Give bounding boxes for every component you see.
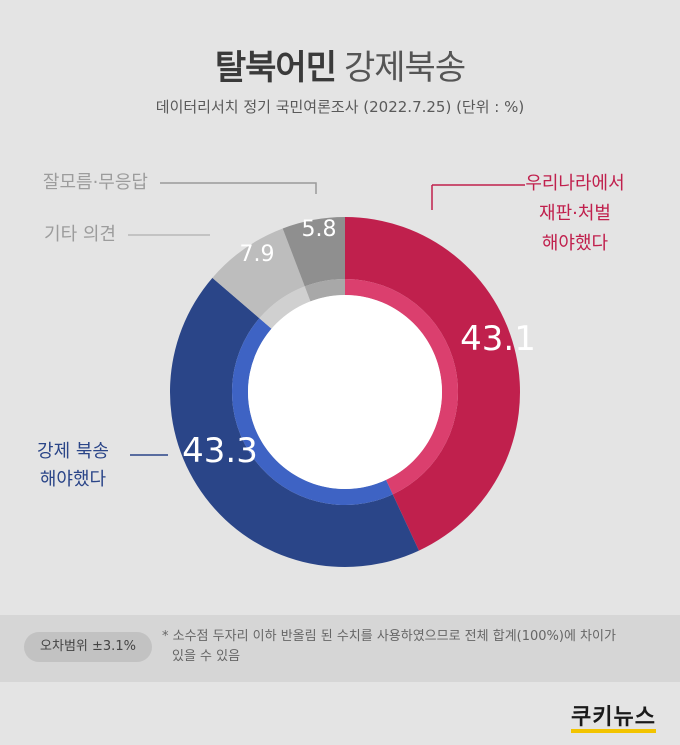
logo-text: 쿠키뉴스 bbox=[571, 705, 656, 730]
slice-punish-category-label: 해야했다 bbox=[542, 233, 609, 254]
donut-hole bbox=[248, 295, 442, 489]
margin-of-error-badge: 오차범위 ±3.1% bbox=[24, 632, 152, 662]
slice-other-category-label: 기타 의견 bbox=[44, 224, 116, 245]
footer-bar: 오차범위 ±3.1% * 소수점 두자리 이하 반올림 된 수치를 사용하였으므… bbox=[0, 615, 680, 682]
footnote-line-2: 있을 수 있음 bbox=[172, 649, 241, 664]
slice-punish bbox=[345, 217, 520, 551]
slice-unknown-category-label: 잘모름·무응답 bbox=[43, 172, 148, 193]
slice-repatriate-category-label: 해야했다 bbox=[40, 469, 107, 490]
slice-other bbox=[212, 228, 305, 319]
slice-punish-category-label: 우리나라에서 bbox=[525, 173, 624, 194]
slice-unknown-value-label: 5.8 bbox=[302, 217, 337, 242]
slice-punish-category-label: 재판·처벌 bbox=[539, 203, 611, 224]
chart-subtitle: 데이터리서치 정기 국민여론조사 (2022.7.25) (단위 : %) bbox=[155, 98, 525, 116]
slice-punish-inner-ring bbox=[345, 279, 458, 495]
logo-underline bbox=[571, 729, 656, 733]
slice-punish-value-label: 43.1 bbox=[460, 319, 536, 359]
slice-repatriate-value-label: 43.3 bbox=[182, 431, 258, 471]
leader-line-3 bbox=[160, 182, 317, 194]
title-bold: 탈북어민 bbox=[214, 48, 337, 88]
footnote-line-1: * 소수점 두자리 이하 반올림 된 수치를 사용하였으므로 전체 합계(100… bbox=[162, 629, 616, 644]
slice-repatriate-inner-ring bbox=[232, 318, 393, 505]
slice-other-inner-ring bbox=[259, 286, 311, 329]
slice-unknown-inner-ring bbox=[304, 279, 345, 302]
page-title: 탈북어민 강제북송 bbox=[0, 40, 680, 89]
footnote: * 소수점 두자리 이하 반올림 된 수치를 사용하였으므로 전체 합계(100… bbox=[162, 627, 662, 667]
slice-repatriate bbox=[170, 277, 419, 567]
slice-unknown bbox=[282, 217, 345, 287]
kukinews-logo: 쿠키뉴스 bbox=[571, 699, 656, 733]
title-light: 강제북송 bbox=[344, 48, 466, 88]
slice-other-value-label: 7.9 bbox=[240, 242, 275, 267]
slice-repatriate-category-label: 강제 북송 bbox=[37, 441, 109, 462]
